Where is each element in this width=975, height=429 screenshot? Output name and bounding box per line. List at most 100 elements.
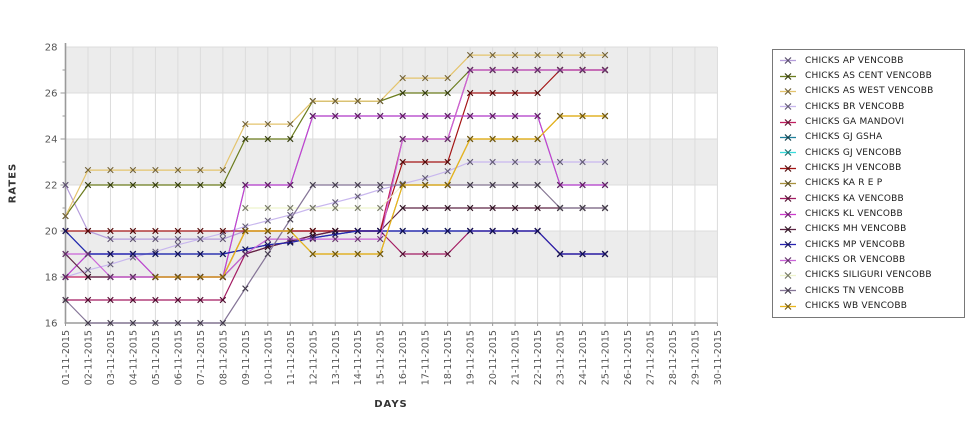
legend-label: CHICKS OR VENCOBB [805,255,906,266]
legend-label: CHICKS AS CENT VENCOBB [805,71,932,82]
plot-band [65,47,718,93]
x-axis-title: DAYS [374,399,408,410]
x-tick-label: 25-11-2015 [601,330,612,385]
series-chicks-wb-vencobb [152,112,609,281]
legend-line-marker-icon [780,241,796,249]
legend-item-chicks-mp-vencobb: CHICKS MP VENCOBB [778,239,959,250]
x-tick-label: 28-11-2015 [668,330,679,385]
legend-line-marker-icon [780,210,796,218]
x-tick-label: 06-11-2015 [173,330,184,385]
plot-band [65,139,718,185]
x-tick-label: 17-11-2015 [421,330,432,385]
x-tick-label: 14-11-2015 [353,330,364,385]
legend-item-chicks-or-vencobb: CHICKS OR VENCOBB [778,255,959,266]
legend-line-marker-icon [780,272,796,279]
y-tick-label: 22 [45,181,58,192]
legend-label: CHICKS WB VENCOBB [805,301,908,312]
legend-label: CHICKS GA MANDOVI [805,117,905,128]
y-tick-label: 28 [45,43,58,54]
x-tick-label: 16-11-2015 [398,330,409,385]
legend-line-marker-icon [780,57,796,65]
legend-line-marker-icon [780,226,796,233]
legend-line-marker-icon [780,256,796,264]
legend-item-chicks-kl-vencobb: CHICKS KL VENCOBB [778,209,959,220]
legend-label: CHICKS AP VENCOBB [805,55,904,66]
x-tick-label: 20-11-2015 [488,330,499,385]
legend-line-marker-icon [780,179,796,187]
legend-item-chicks-as-west-vencobb: CHICKS AS WEST VENCOBB [778,86,959,97]
legend-line-marker-icon [780,287,796,295]
x-tick-label: 22-11-2015 [533,330,544,385]
x-tick-label: 11-11-2015 [286,330,297,385]
legend-item-chicks-wb-vencobb: CHICKS WB VENCOBB [778,301,959,312]
x-tick-label: 30-11-2015 [713,330,724,385]
legend-line-marker-icon [780,72,796,80]
legend-line-marker-icon [780,87,796,95]
x-tick-label: 29-11-2015 [690,330,701,385]
x-tick-label: 18-11-2015 [443,330,454,385]
x-tick-label: 24-11-2015 [578,330,589,385]
series-chicks-mp-vencobb [62,227,609,258]
legend-item-chicks-siliguri-vencobb: CHICKS SILIGURI VENCOBB [778,270,959,281]
x-tick-label: 19-11-2015 [466,330,477,385]
x-tick-label: 07-11-2015 [196,330,207,385]
legend-label: CHICKS KL VENCOBB [805,209,903,220]
series-markers [152,112,609,281]
legend-item-chicks-ap-vencobb: CHICKS AP VENCOBB [778,55,959,66]
chart-legend: CHICKS AP VENCOBB CHICKS AS CENT VENCOBB C… [772,49,965,318]
legend-label: CHICKS MP VENCOBB [805,239,906,250]
legend-line-marker-icon [780,133,796,141]
legend-item-chicks-gj-vencobb: CHICKS GJ VENCOBB [778,147,959,158]
y-tick-label: 26 [45,89,58,100]
x-tick-label: 23-11-2015 [556,330,567,385]
legend-label: CHICKS MH VENCOBB [805,224,907,235]
legend-item-chicks-ka-r-e-p: CHICKS KA R E P [778,178,959,189]
x-tick-label: 08-11-2015 [218,330,229,385]
series-chicks-as-west-vencobb [62,51,609,220]
legend-label: CHICKS GJ GSHA [805,132,883,143]
tick-labels: 16 18 20 22 24 26 28 01-11-2015 02-11-2015 03-11-… [45,43,724,386]
legend-item-chicks-br-vencobb: CHICKS BR VENCOBB [778,101,959,112]
legend-label: CHICKS AS WEST VENCOBB [805,86,934,97]
y-tick-label: 20 [45,227,58,238]
x-tick-label: 09-11-2015 [241,330,252,385]
legend-label: CHICKS KA VENCOBB [805,193,904,204]
legend-line-marker-icon [780,103,796,111]
y-tick-label: 18 [45,273,58,284]
series-markers [62,227,609,258]
series-markers [62,51,609,220]
series-chicks-br-vencobb [62,158,609,281]
x-tick-label: 12-11-2015 [308,330,319,385]
legend-line-marker-icon [780,149,796,157]
x-tick-label: 26-11-2015 [623,330,634,385]
x-tick-label: 05-11-2015 [151,330,162,385]
series-markers [62,66,609,281]
x-tick-label: 01-11-2015 [61,330,72,385]
x-tick-label: 03-11-2015 [106,330,117,385]
legend-line-marker-icon [780,118,796,126]
legend-line-marker-icon [780,164,796,172]
legend-label: CHICKS JH VENCOBB [805,163,902,174]
x-tick-label: 13-11-2015 [331,330,342,385]
y-axis-title: RATES [7,162,19,204]
legend-item-chicks-tn-vencobb: CHICKS TN VENCOBB [778,285,959,296]
x-tick-label: 04-11-2015 [128,330,139,385]
legend-item-chicks-jh-vencobb: CHICKS JH VENCOBB [778,163,959,174]
x-tick-label: 21-11-2015 [511,330,522,385]
x-tick-label: 27-11-2015 [645,330,656,385]
legend-item-chicks-mh-vencobb: CHICKS MH VENCOBB [778,224,959,235]
legend-label: CHICKS SILIGURI VENCOBB [805,270,932,281]
legend-line-marker-icon [780,302,796,310]
legend-item-chicks-ga-mandovi: CHICKS GA MANDOVI [778,117,959,128]
legend-item-chicks-ka-vencobb: CHICKS KA VENCOBB [778,193,959,204]
legend-label: CHICKS GJ VENCOBB [805,147,902,158]
legend-label: CHICKS KA R E P [805,178,883,189]
legend-item-chicks-as-cent-vencobb: CHICKS AS CENT VENCOBB [778,71,959,82]
legend-label: CHICKS TN VENCOBB [805,285,905,296]
x-tick-label: 10-11-2015 [263,330,274,385]
x-tick-label: 02-11-2015 [83,330,94,385]
series-markers [62,158,609,281]
y-tick-label: 24 [45,135,58,146]
y-tick-label: 16 [45,319,58,330]
